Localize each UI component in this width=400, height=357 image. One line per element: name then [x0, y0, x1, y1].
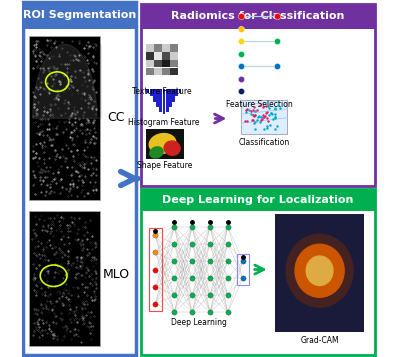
Text: Classification: Classification [239, 138, 290, 147]
Ellipse shape [164, 141, 180, 155]
FancyBboxPatch shape [154, 44, 162, 52]
FancyBboxPatch shape [170, 44, 178, 52]
Ellipse shape [306, 256, 333, 286]
FancyBboxPatch shape [154, 52, 162, 60]
FancyBboxPatch shape [166, 89, 169, 112]
Ellipse shape [150, 147, 163, 158]
FancyBboxPatch shape [146, 89, 149, 93]
FancyBboxPatch shape [146, 129, 184, 159]
Ellipse shape [286, 234, 353, 307]
FancyBboxPatch shape [146, 68, 154, 75]
FancyBboxPatch shape [146, 52, 154, 60]
FancyBboxPatch shape [162, 89, 166, 114]
FancyBboxPatch shape [23, 2, 136, 355]
FancyBboxPatch shape [159, 89, 162, 112]
FancyBboxPatch shape [175, 89, 178, 96]
FancyBboxPatch shape [178, 89, 182, 93]
FancyBboxPatch shape [29, 36, 100, 200]
FancyBboxPatch shape [141, 4, 375, 186]
FancyBboxPatch shape [146, 60, 154, 67]
FancyBboxPatch shape [170, 60, 178, 67]
FancyBboxPatch shape [169, 89, 172, 107]
Ellipse shape [149, 134, 176, 154]
FancyBboxPatch shape [162, 52, 170, 60]
Text: Deep Learning: Deep Learning [171, 318, 227, 327]
FancyBboxPatch shape [156, 89, 159, 107]
FancyBboxPatch shape [162, 60, 170, 67]
Text: Histogram Feature: Histogram Feature [128, 118, 200, 127]
FancyBboxPatch shape [29, 211, 100, 346]
Text: Radiomics for Classification: Radiomics for Classification [171, 11, 345, 21]
FancyBboxPatch shape [241, 100, 288, 134]
Ellipse shape [295, 244, 344, 297]
Text: Feature Selection: Feature Selection [226, 100, 292, 109]
FancyBboxPatch shape [154, 68, 162, 75]
FancyBboxPatch shape [170, 68, 178, 75]
FancyBboxPatch shape [150, 89, 152, 96]
Text: Grad-CAM: Grad-CAM [300, 336, 339, 345]
FancyBboxPatch shape [154, 60, 162, 67]
FancyBboxPatch shape [162, 44, 170, 52]
Text: Shape Feature: Shape Feature [137, 161, 193, 170]
Text: Deep Learning for Localization: Deep Learning for Localization [162, 195, 354, 205]
FancyBboxPatch shape [23, 2, 136, 29]
FancyBboxPatch shape [170, 52, 178, 60]
Text: MLO: MLO [102, 268, 130, 281]
FancyBboxPatch shape [275, 214, 364, 332]
FancyBboxPatch shape [141, 189, 375, 211]
FancyBboxPatch shape [141, 4, 375, 29]
FancyBboxPatch shape [172, 89, 175, 102]
Text: Texture Feature: Texture Feature [132, 87, 192, 96]
FancyBboxPatch shape [162, 68, 170, 75]
FancyBboxPatch shape [141, 189, 375, 355]
FancyBboxPatch shape [153, 89, 156, 102]
Text: ROI Segmentation: ROI Segmentation [23, 10, 136, 20]
FancyBboxPatch shape [146, 44, 154, 52]
Text: CC: CC [107, 111, 125, 124]
